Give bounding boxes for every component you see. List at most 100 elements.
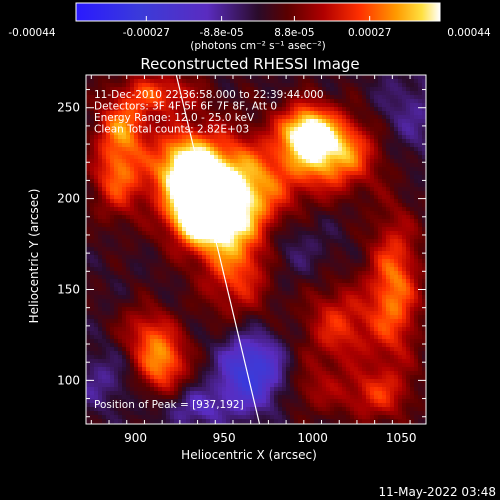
- heatmap-pixel: [154, 295, 159, 300]
- heatmap-pixel: [238, 91, 243, 96]
- heatmap-pixel: [286, 139, 291, 144]
- heatmap-pixel: [214, 203, 219, 208]
- heatmap-pixel: [190, 131, 195, 136]
- heatmap-pixel: [418, 139, 423, 144]
- heatmap-pixel: [230, 275, 235, 280]
- heatmap-pixel: [158, 131, 163, 136]
- heatmap-pixel: [390, 163, 395, 168]
- heatmap-pixel: [422, 123, 427, 128]
- heatmap-pixel: [214, 271, 219, 276]
- heatmap-pixel: [166, 183, 171, 188]
- heatmap-pixel: [398, 275, 403, 280]
- heatmap-pixel: [282, 175, 287, 180]
- heatmap-pixel: [422, 211, 427, 216]
- heatmap-pixel: [142, 111, 147, 116]
- heatmap-pixel: [418, 143, 423, 148]
- heatmap-pixel: [194, 83, 199, 88]
- heatmap-pixel: [306, 279, 311, 284]
- heatmap-pixel: [242, 259, 247, 264]
- heatmap-pixel: [162, 271, 167, 276]
- heatmap-pixel: [230, 291, 235, 296]
- heatmap-pixel: [354, 87, 359, 92]
- heatmap-pixel: [418, 235, 423, 240]
- heatmap-pixel: [302, 79, 307, 84]
- heatmap-pixel: [126, 131, 131, 136]
- heatmap-pixel: [382, 127, 387, 132]
- heatmap-pixel: [222, 91, 227, 96]
- heatmap-pixel: [110, 223, 115, 228]
- heatmap-pixel: [206, 163, 211, 168]
- heatmap-pixel: [238, 151, 243, 156]
- heatmap-pixel: [382, 227, 387, 232]
- heatmap-pixel: [178, 115, 183, 120]
- heatmap-pixel: [218, 235, 223, 240]
- heatmap-pixel: [142, 159, 147, 164]
- heatmap-pixel: [94, 207, 99, 212]
- heatmap-pixel: [330, 267, 335, 272]
- heatmap-pixel: [402, 223, 407, 228]
- heatmap-pixel: [418, 183, 423, 188]
- heatmap-pixel: [366, 75, 371, 80]
- heatmap-pixel: [142, 215, 147, 220]
- heatmap-pixel: [134, 247, 139, 252]
- heatmap-pixel: [398, 259, 403, 264]
- heatmap-pixel: [206, 259, 211, 264]
- heatmap-pixel: [266, 239, 271, 244]
- heatmap-pixel: [142, 123, 147, 128]
- heatmap-pixel: [402, 299, 407, 304]
- heatmap-pixel: [238, 163, 243, 168]
- heatmap-pixel: [250, 271, 255, 276]
- heatmap-pixel: [334, 203, 339, 208]
- heatmap-pixel: [166, 251, 171, 256]
- heatmap-pixel: [214, 155, 219, 160]
- heatmap-pixel: [362, 275, 367, 280]
- heatmap-pixel: [126, 163, 131, 168]
- heatmap-pixel: [90, 255, 95, 260]
- heatmap-pixel: [178, 283, 183, 288]
- heatmap-pixel: [354, 279, 359, 284]
- heatmap-pixel: [370, 131, 375, 136]
- heatmap-pixel: [202, 123, 207, 128]
- heatmap-pixel: [246, 259, 251, 264]
- heatmap-pixel: [410, 299, 415, 304]
- heatmap-pixel: [106, 95, 111, 100]
- heatmap-pixel: [114, 259, 119, 264]
- heatmap-pixel: [390, 187, 395, 192]
- heatmap-pixel: [330, 271, 335, 276]
- heatmap-pixel: [378, 135, 383, 140]
- heatmap-pixel: [258, 95, 263, 100]
- heatmap-pixel: [318, 147, 323, 152]
- heatmap-pixel: [146, 279, 151, 284]
- heatmap-pixel: [394, 163, 399, 168]
- heatmap-pixel: [290, 227, 295, 232]
- heatmap-pixel: [382, 263, 387, 268]
- heatmap-pixel: [334, 155, 339, 160]
- heatmap-pixel: [298, 239, 303, 244]
- heatmap-pixel: [246, 139, 251, 144]
- heatmap-pixel: [306, 147, 311, 152]
- heatmap-pixel: [154, 151, 159, 156]
- heatmap-pixel: [222, 175, 227, 180]
- heatmap-pixel: [186, 139, 191, 144]
- heatmap-pixel: [254, 191, 259, 196]
- heatmap-pixel: [378, 303, 383, 308]
- heatmap-pixel: [246, 231, 251, 236]
- heatmap-pixel: [282, 215, 287, 220]
- heatmap-pixel: [166, 79, 171, 84]
- heatmap-pixel: [134, 271, 139, 276]
- heatmap-pixel: [122, 147, 127, 152]
- heatmap-pixel: [298, 83, 303, 88]
- heatmap-pixel: [338, 175, 343, 180]
- heatmap-pixel: [298, 127, 303, 132]
- heatmap-pixel: [290, 219, 295, 224]
- heatmap-pixel: [154, 127, 159, 132]
- heatmap-pixel: [374, 239, 379, 244]
- heatmap-pixel: [310, 227, 315, 232]
- heatmap-pixel: [418, 243, 423, 248]
- heatmap-pixel: [170, 87, 175, 92]
- heatmap-pixel: [346, 91, 351, 96]
- heatmap-pixel: [174, 195, 179, 200]
- heatmap-pixel: [410, 159, 415, 164]
- heatmap-pixel: [118, 207, 123, 212]
- heatmap-pixel: [98, 79, 103, 84]
